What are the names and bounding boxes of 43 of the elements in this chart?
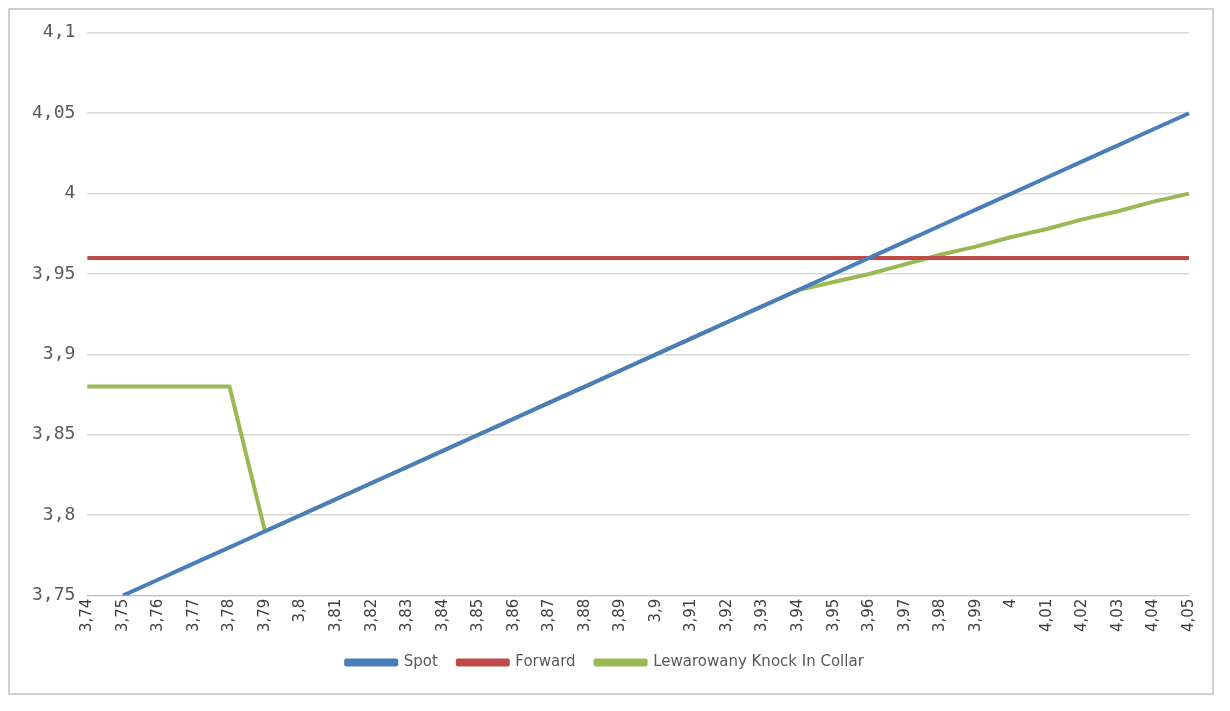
x-tick-label: 3,85: [468, 598, 487, 633]
x-tick-label: 4,02: [1072, 598, 1091, 633]
x-tick-label: 4,03: [1107, 598, 1126, 633]
x-tick-label: 3,78: [219, 598, 238, 633]
y-tick-label: 3,75: [31, 583, 76, 605]
x-tick-label: 4,04: [1143, 598, 1162, 633]
x-tick-label: 4,05: [1178, 598, 1197, 633]
x-tick-label: 3,93: [752, 598, 771, 633]
x-tick-label: 3,89: [610, 598, 629, 633]
x-tick-label: 3,79: [254, 598, 273, 633]
x-tick-label: 3,87: [539, 598, 558, 633]
legend-label: Spot: [403, 652, 438, 671]
x-tick-label: 3,91: [681, 598, 700, 633]
x-tick-label: 3,98: [930, 598, 949, 633]
x-tick-label: 3,86: [503, 598, 522, 633]
x-tick-label: 3,99: [965, 598, 984, 633]
y-tick-label: 4,1: [42, 20, 76, 42]
x-tick-label: 3,76: [148, 598, 167, 633]
x-tick-label: 3,8: [290, 598, 309, 623]
x-tick-label: 3,94: [787, 598, 806, 633]
x-tick-label: 3,81: [326, 598, 344, 633]
x-tick-label: 3,77: [183, 598, 202, 633]
y-tick-label: 4,05: [31, 100, 76, 122]
x-tick-label: 3,96: [859, 598, 878, 633]
y-tick-label: 3,9: [42, 342, 76, 364]
legend-label: Forward: [515, 652, 576, 671]
x-tick-label: 3,9: [645, 598, 664, 623]
x-tick-label: 3,92: [716, 598, 735, 633]
x-tick-label: 3,97: [894, 598, 913, 633]
y-tick-label: 4: [64, 181, 76, 203]
x-tick-label: 4,01: [1036, 598, 1055, 633]
x-tick-label: 3,83: [397, 598, 416, 633]
legend-label: Lewarowany Knock In Collar: [653, 652, 865, 671]
x-tick-label: 3,88: [574, 598, 593, 633]
y-tick-label: 3,95: [31, 261, 76, 283]
x-tick-label: 3,82: [361, 598, 380, 633]
y-tick-label: 3,8: [42, 502, 76, 524]
y-tick-label: 3,85: [31, 422, 76, 444]
x-tick-label: 4: [1001, 598, 1020, 609]
x-tick-label: 3,75: [112, 598, 131, 633]
x-tick-label: 3,84: [432, 598, 451, 633]
x-tick-label: 3,74: [77, 598, 96, 633]
x-tick-label: 3,95: [823, 598, 842, 633]
